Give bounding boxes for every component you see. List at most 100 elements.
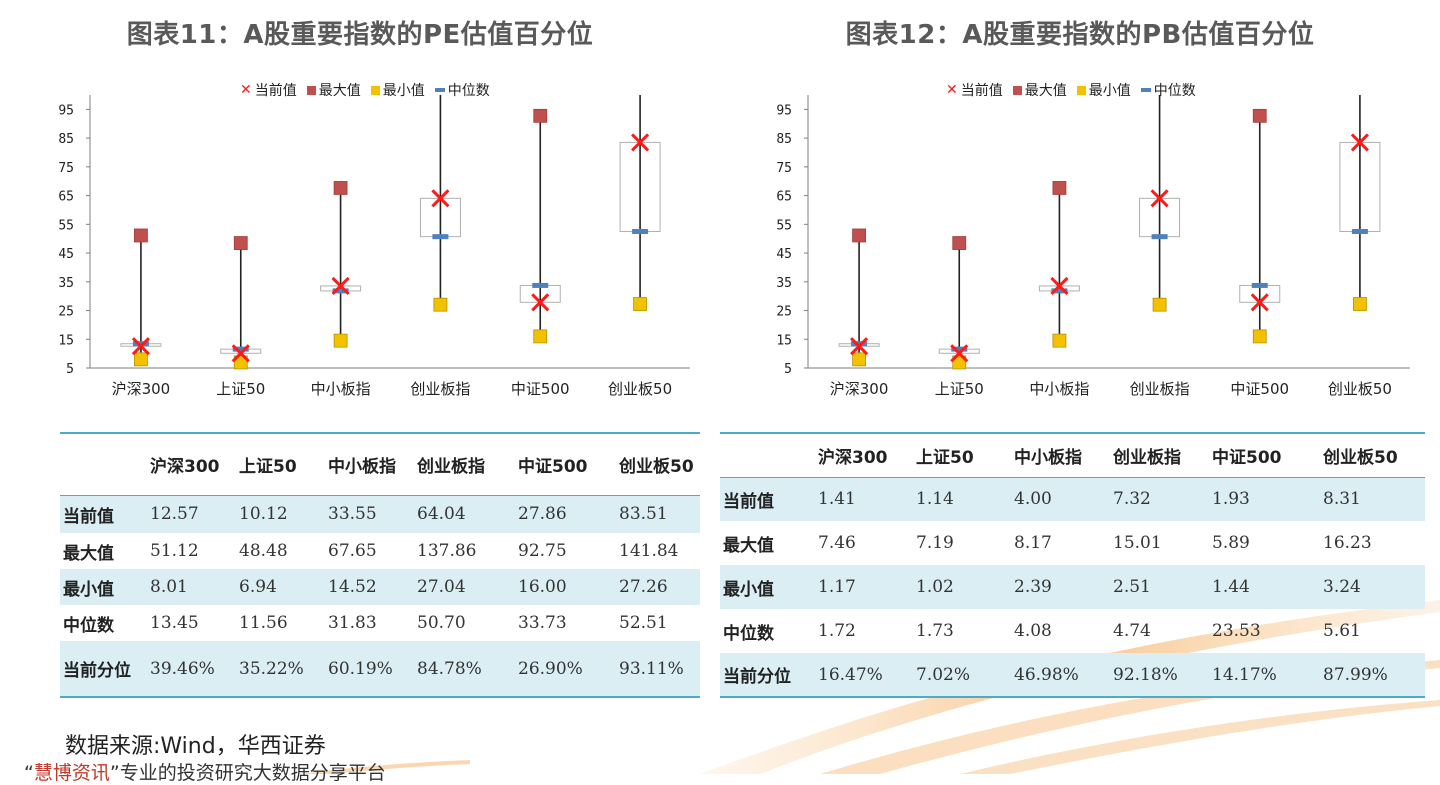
table-cell: 11.56	[239, 613, 288, 633]
max-marker	[333, 181, 348, 195]
table-cell: 137.86	[417, 541, 477, 561]
median-marker	[232, 346, 249, 352]
median-marker	[332, 288, 349, 294]
y-tick-label: 45	[776, 247, 792, 262]
x-tick-label: 中证500	[1230, 380, 1289, 398]
table-row: 当前分位 39.46% 35.22% 60.19% 84.78% 26.90% 93.11%	[60, 641, 700, 697]
x-tick-label: 创业板50	[1328, 380, 1392, 398]
y-tick-label: 35	[58, 276, 74, 291]
table-cell: 14.17%	[1212, 653, 1323, 697]
table-header-cell: 中证500	[518, 456, 588, 477]
table-header-cell: 沪深300	[818, 447, 888, 468]
table-cell: 93.11%	[619, 641, 700, 697]
table-cell: 15.01	[1113, 533, 1162, 553]
table-cell: 5.61	[1323, 621, 1361, 641]
median-marker	[1251, 282, 1268, 288]
current-marker	[850, 337, 869, 356]
table-cell: 39.46%	[150, 641, 239, 697]
current-marker	[950, 344, 969, 363]
current-marker	[1150, 189, 1169, 208]
y-tick-label: 45	[58, 247, 74, 262]
table-cell: 4.00	[1014, 477, 1113, 521]
square-icon	[1012, 85, 1022, 95]
median-marker	[432, 234, 449, 240]
table-row: 最大值 7.46 7.19 8.17 15.01 5.89 16.23	[720, 521, 1425, 565]
table-cell: 33.73	[518, 613, 567, 633]
min-marker	[852, 352, 866, 367]
chart-legend: ✕ 当前值 最大值 最小值 中位数	[240, 80, 496, 100]
max-marker	[134, 228, 148, 243]
table-cell: 6.94	[239, 569, 328, 605]
table-cell: 27.04	[417, 569, 518, 605]
y-tick-label: 75	[58, 161, 74, 176]
row-label: 最小值	[60, 569, 150, 605]
table-header-row: 沪深300 上证50 中小板指 创业板指 中证500 创业板50	[60, 433, 700, 495]
max-marker	[952, 236, 967, 250]
x-tick-label: 创业板指	[1130, 380, 1190, 398]
current-marker	[531, 293, 550, 312]
max-marker	[533, 108, 548, 123]
min-marker	[1052, 333, 1067, 348]
table-cell: 8.17	[1014, 533, 1052, 553]
table-cell: 92.75	[518, 541, 567, 561]
table-row: 当前值 12.57 10.12 33.55 64.04 27.86 83.51	[60, 495, 700, 533]
min-marker	[134, 352, 148, 367]
table-cell: 51.12	[150, 541, 199, 561]
table-header-cell	[720, 433, 818, 477]
y-tick-label: 15	[776, 333, 792, 348]
table-cell: 7.46	[818, 533, 856, 553]
max-marker	[1052, 181, 1067, 195]
table-row: 最大值 51.12 48.48 67.65 137.86 92.75 141.84	[60, 533, 700, 569]
table-cell: 7.32	[1113, 477, 1212, 521]
table-cell: 16.00	[518, 569, 619, 605]
table-header-cell	[60, 433, 150, 495]
square-icon	[306, 85, 316, 95]
y-tick-label: 5	[784, 362, 792, 377]
table-cell: 46.98%	[1014, 653, 1113, 697]
current-marker	[431, 189, 450, 208]
table-header-cell: 创业板指	[417, 456, 485, 477]
table-header-cell: 中小板指	[328, 456, 396, 477]
table-row: 中位数 13.45 11.56 31.83 50.70 33.73 52.51	[60, 605, 700, 641]
table-cell: 2.39	[1014, 565, 1113, 609]
table-row: 最小值 8.01 6.94 14.52 27.04 16.00 27.26	[60, 569, 700, 605]
table-cell: 27.26	[619, 569, 700, 605]
y-tick-label: 5	[66, 362, 74, 377]
table-cell: 7.02%	[916, 653, 1014, 697]
pe-table: 沪深300 上证50 中小板指 创业板指 中证500 创业板50 当前值 12.5…	[60, 432, 700, 698]
legend-median: 中位数	[1140, 80, 1196, 100]
median-marker	[851, 341, 868, 347]
dash-icon	[1140, 88, 1151, 92]
x-tick-label: 中小板指	[311, 380, 371, 398]
table-cell: 31.83	[328, 613, 377, 633]
min-marker	[1252, 329, 1267, 344]
table-header-cell: 上证50	[916, 447, 974, 468]
table-row: 当前值 1.41 1.14 4.00 7.32 1.93 8.31	[720, 477, 1425, 521]
dash-icon	[434, 88, 445, 92]
table-cell: 8.31	[1323, 477, 1425, 521]
table-header-row: 沪深300 上证50 中小板指 创业板指 中证500 创业板50	[720, 433, 1425, 477]
min-marker	[533, 329, 548, 344]
pe-box-chart: 5 15 25 35 45 55 65 75 85 95 沪深300 上证50 中小板指 创业板指 中证50…	[58, 95, 690, 398]
min-marker	[233, 355, 248, 370]
table-cell: 84.78%	[417, 641, 518, 697]
x-tick-label: 创业板50	[608, 380, 672, 398]
current-marker	[1350, 133, 1369, 152]
table-cell: 16.47%	[818, 653, 916, 697]
min-marker	[333, 333, 348, 348]
table-row: 当前分位 16.47% 7.02% 46.98% 92.18% 14.17% 87.99%	[720, 653, 1425, 697]
row-label: 当前分位	[60, 641, 150, 697]
max-marker	[233, 236, 248, 250]
x-tick-label: 上证50	[216, 380, 265, 398]
y-tick-label: 95	[58, 103, 74, 118]
table-cell: 1.41	[818, 477, 916, 521]
table-header-cell: 创业板指	[1113, 447, 1181, 468]
cross-icon: ✕	[240, 82, 252, 98]
x-tick-label: 沪深300	[830, 380, 889, 398]
min-marker	[1152, 297, 1167, 312]
table-cell: 23.53	[1212, 621, 1261, 641]
legend-current: ✕ 当前值	[946, 82, 1003, 99]
table-header-cell: 上证50	[239, 456, 297, 477]
chart-legend: ✕ 当前值 最大值 最小值 中位数	[946, 80, 1202, 100]
y-tick-label: 75	[776, 161, 792, 176]
